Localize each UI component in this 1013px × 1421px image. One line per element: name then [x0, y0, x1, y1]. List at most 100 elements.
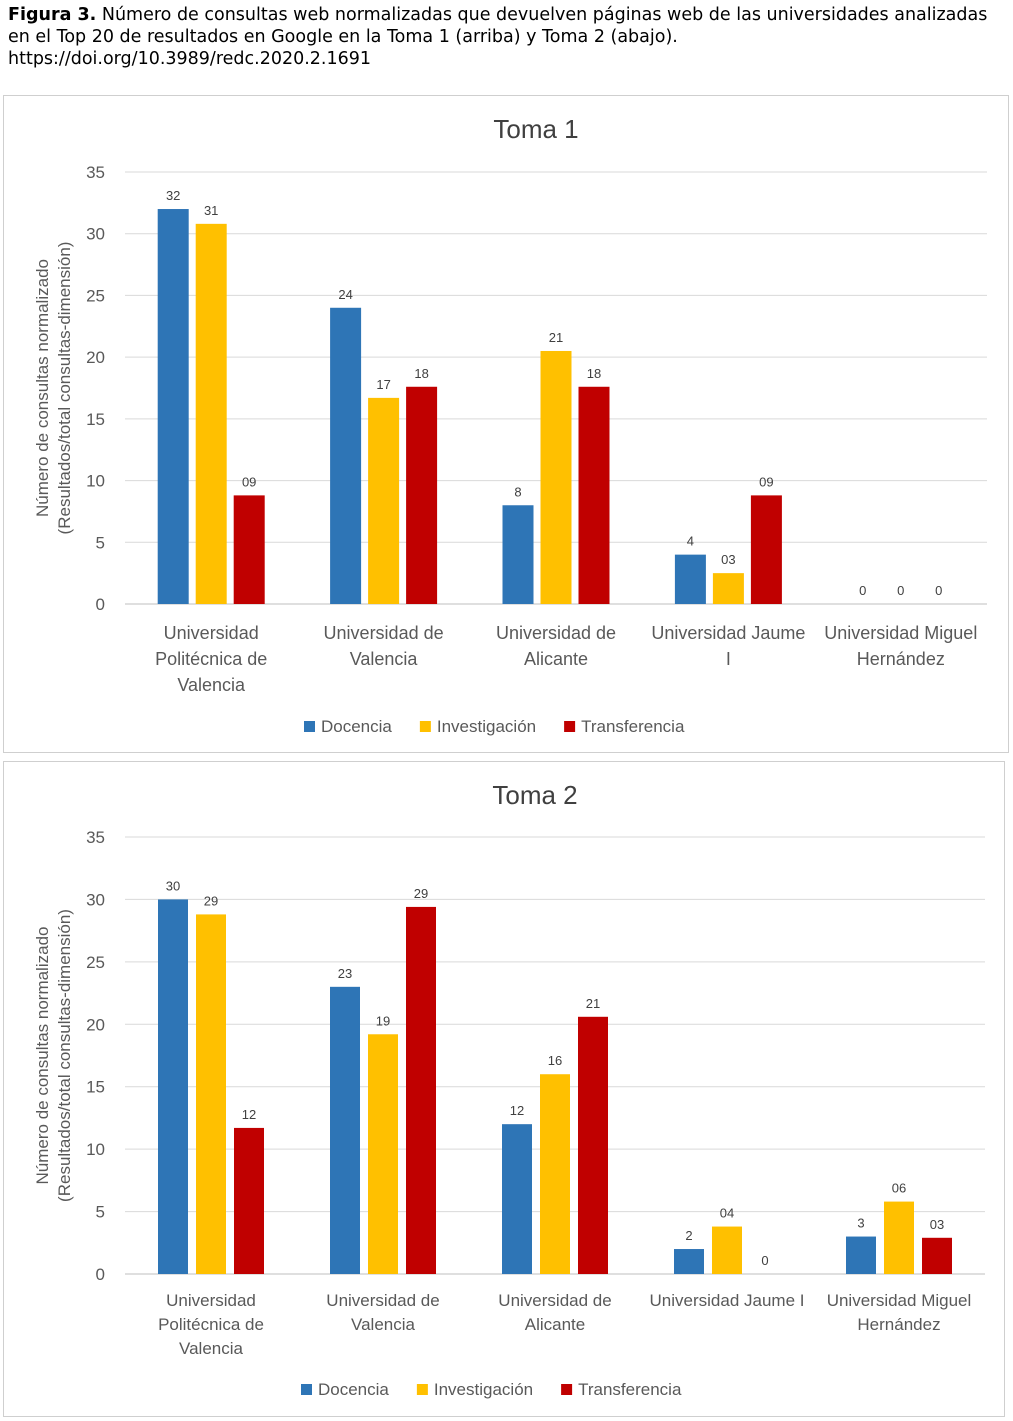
legend-item-transferencia: Transferencia	[564, 717, 685, 736]
y-tick-label: 20	[86, 348, 105, 367]
x-category-label: Universidad Jaume	[651, 623, 805, 643]
x-category-label: Valencia	[350, 649, 419, 669]
bar-docencia	[330, 307, 362, 604]
y-axis-label-line: (Resultados/total consultas-dimensión)	[55, 242, 74, 535]
legend-swatch	[564, 721, 576, 732]
data-label-docencia: 30	[166, 878, 180, 893]
x-category-label: Universidad de	[324, 623, 444, 643]
y-tick-label: 25	[86, 286, 105, 305]
bar-docencia	[674, 554, 706, 604]
bar-investigacion	[195, 223, 227, 604]
legend-item-investigacion: Investigación	[419, 717, 536, 736]
x-category-label: Valencia	[177, 675, 246, 695]
legend-label: Docencia	[321, 717, 392, 736]
data-label-transferencia: 09	[759, 474, 773, 489]
bar-transferencia	[578, 386, 610, 604]
legend-item-docencia: Docencia	[304, 717, 392, 736]
legend-swatch	[561, 1384, 573, 1395]
bar-docencia	[846, 1236, 876, 1274]
data-label-investigacion: 31	[204, 203, 218, 218]
y-tick-label: 10	[86, 472, 105, 491]
bar-transferencia	[234, 1127, 264, 1274]
data-label-docencia: 4	[687, 534, 694, 549]
bar-docencia	[674, 1249, 704, 1274]
y-tick-label: 15	[86, 410, 105, 429]
y-axis-label-line: Número de consultas normalizado	[33, 259, 52, 517]
bar-transferencia	[750, 495, 782, 604]
legend-swatch	[416, 1384, 428, 1395]
y-axis-label-line: (Resultados/total consultas-dimensión)	[55, 909, 74, 1202]
y-axis-label: Número de consultas normalizado (Resultad…	[33, 242, 74, 535]
bar-transferencia	[578, 1016, 608, 1274]
data-label-investigacion: 06	[892, 1181, 906, 1196]
y-tick-label: 30	[86, 225, 105, 244]
y-tick-label: 25	[86, 953, 105, 972]
bar-investigacion	[368, 397, 400, 604]
bar-investigacion	[540, 350, 572, 604]
x-category-label: Alicante	[525, 1315, 585, 1334]
figure-label: Figura 3.	[8, 5, 97, 25]
bar-docencia	[158, 899, 188, 1274]
data-label-transferencia: 29	[414, 886, 428, 901]
data-label-docencia: 2	[685, 1228, 692, 1243]
data-label-investigacion: 0	[897, 583, 904, 598]
bar-docencia	[330, 986, 360, 1274]
data-label-investigacion: 17	[376, 377, 390, 392]
legend-label: Docencia	[318, 1380, 389, 1399]
data-label-docencia: 23	[338, 966, 352, 981]
x-category-label: Universidad de	[326, 1291, 439, 1310]
x-category-label: Universidad Jaume I	[650, 1291, 805, 1310]
x-category-label: Universidad Miguel	[824, 623, 977, 643]
bar-investigacion	[712, 1226, 742, 1274]
data-label-transferencia: 18	[587, 366, 601, 381]
x-category-label: Valencia	[351, 1315, 415, 1334]
bar-docencia	[502, 1124, 532, 1274]
data-label-docencia: 12	[510, 1103, 524, 1118]
y-axis-label: Número de consultas normalizado (Resultad…	[33, 909, 74, 1202]
y-tick-label: 5	[96, 533, 105, 552]
x-category-label: Universidad	[164, 623, 259, 643]
data-label-investigacion: 03	[721, 552, 735, 567]
legend-swatch	[301, 1384, 312, 1395]
x-category-label: Politécnica de	[158, 1315, 264, 1334]
bar-transferencia	[406, 906, 436, 1274]
data-label-transferencia: 18	[414, 366, 428, 381]
legend-label: Investigación	[434, 1380, 533, 1399]
legend-item-transferencia: Transferencia	[561, 1380, 682, 1399]
figure-doi: https://doi.org/10.3989/redc.2020.2.1691	[8, 49, 372, 69]
y-tick-label: 5	[96, 1203, 105, 1222]
x-category-label: Politécnica de	[155, 649, 267, 669]
y-tick-label: 35	[86, 163, 105, 182]
data-label-investigacion: 29	[204, 893, 218, 908]
y-tick-label: 20	[86, 1015, 105, 1034]
data-label-investigacion: 19	[376, 1013, 390, 1028]
x-category-label: Valencia	[179, 1339, 243, 1358]
legend-label: Investigación	[437, 717, 536, 736]
y-tick-label: 0	[96, 595, 105, 614]
data-label-docencia: 24	[338, 287, 352, 302]
legend-label: Transferencia	[581, 717, 685, 736]
data-label-transferencia: 0	[935, 583, 942, 598]
legend-item-docencia: Docencia	[301, 1380, 389, 1399]
figure-caption-text: Número de consultas web normalizadas que…	[8, 5, 988, 47]
data-label-transferencia: 12	[242, 1107, 256, 1122]
data-label-investigacion: 04	[720, 1206, 734, 1221]
bar-investigacion	[196, 914, 226, 1274]
bar-transferencia	[233, 495, 265, 604]
x-category-label: Universidad de	[498, 1291, 611, 1310]
data-label-docencia: 32	[166, 188, 180, 203]
chart-title: Toma 1	[493, 114, 578, 144]
data-label-transferencia: 0	[761, 1253, 768, 1268]
data-label-transferencia: 09	[242, 474, 256, 489]
bar-transferencia	[406, 386, 438, 604]
legend-swatch	[419, 721, 431, 732]
data-label-docencia: 0	[859, 583, 866, 598]
x-category-label: Hernández	[857, 649, 945, 669]
y-tick-label: 30	[86, 890, 105, 909]
legend-item-investigacion: Investigación	[416, 1380, 533, 1399]
bar-investigacion	[540, 1074, 570, 1274]
y-tick-label: 35	[86, 828, 105, 847]
data-label-docencia: 8	[514, 484, 521, 499]
legend-swatch	[304, 721, 315, 732]
